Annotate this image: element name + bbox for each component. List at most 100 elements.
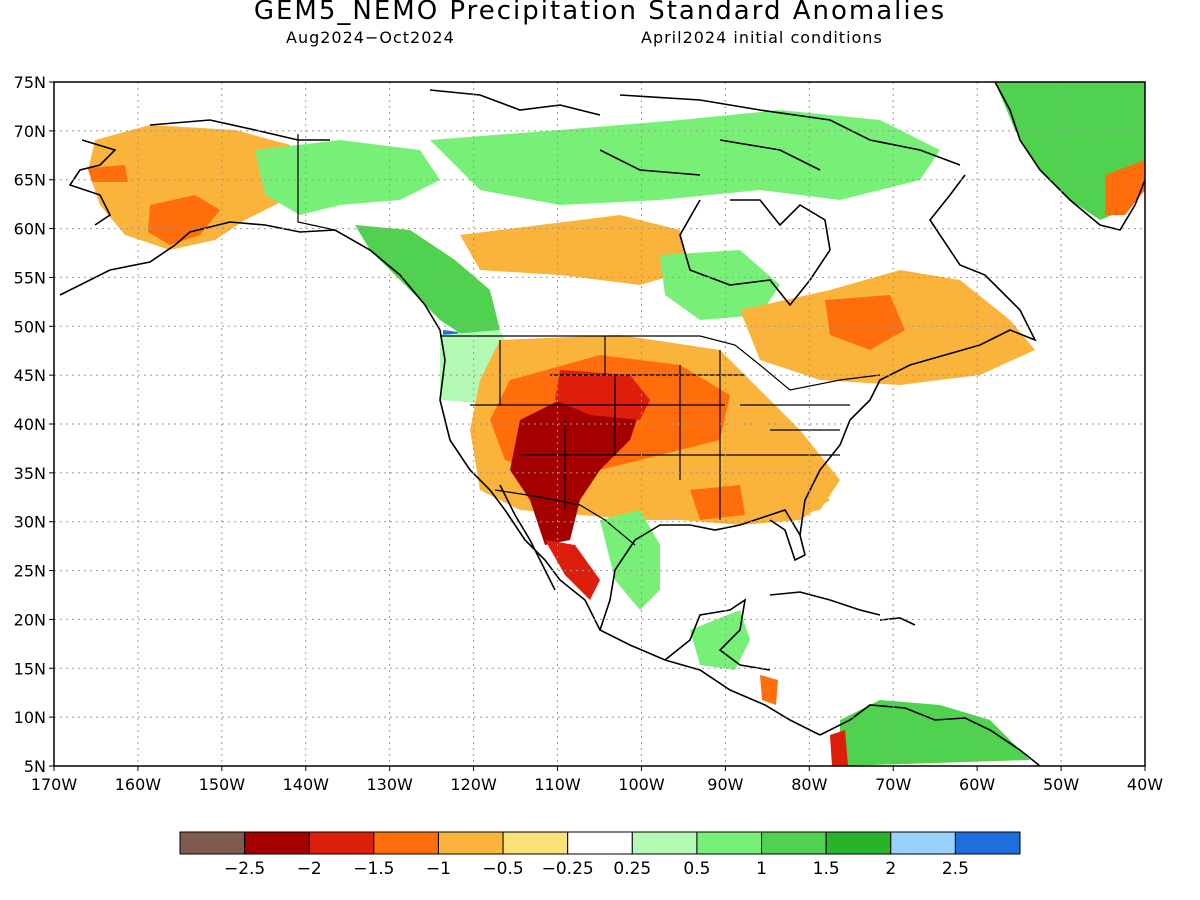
legend-label: −1.5 <box>353 859 394 879</box>
legend-label: −2 <box>297 859 322 879</box>
legend-swatch <box>244 831 310 855</box>
coastlines <box>59 82 1145 766</box>
legend-label: 0.5 <box>683 859 710 879</box>
legend-label: −0.5 <box>482 859 523 879</box>
anomaly-shading <box>88 82 1145 766</box>
coastline-hudson-bay <box>679 199 831 307</box>
legend-swatch <box>567 831 633 855</box>
anomaly-region-quebec-core <box>825 295 905 350</box>
coastline-alaska <box>59 221 426 306</box>
latitude-tick-label: 20N <box>14 610 46 629</box>
anomaly-region-southwest-us <box>510 390 640 545</box>
latitude-tick-label: 5N <box>24 757 46 776</box>
lat-lon-grid <box>54 82 1145 766</box>
legend-swatch <box>308 831 375 855</box>
anomaly-region-alaska <box>88 125 290 250</box>
longitude-labels: 170W 160W 150W 140W 130W 120W 110W 100W 90W 80W 70… <box>31 775 1163 794</box>
longitude-tick-label: 70W <box>875 775 911 794</box>
longitude-tick-label: 170W <box>31 775 78 794</box>
coastline-gulf-of-mexico <box>599 509 806 631</box>
latitude-tick-label: 15N <box>14 659 46 678</box>
longitude-tick-label: 130W <box>367 775 414 794</box>
longitude-tick-label: 90W <box>707 775 743 794</box>
latitude-tick-label: 25N <box>14 562 46 581</box>
anomaly-region-canada-north <box>430 110 940 205</box>
legend-swatch <box>696 831 763 855</box>
longitude-tick-label: 110W <box>534 775 581 794</box>
coastline-cuba <box>769 591 881 616</box>
latitude-tick-label: 45N <box>14 366 46 385</box>
latitude-tick-label: 75N <box>14 73 46 92</box>
legend-label: 2.5 <box>942 859 969 879</box>
axis-ticks <box>49 81 1146 771</box>
legend-label: −0.25 <box>542 859 594 879</box>
forecast-period: Aug2024−Oct2024 <box>286 28 455 47</box>
longitude-tick-label: 40W <box>1127 775 1163 794</box>
map-title: GEM5_NEMO Precipitation Standard Anomali… <box>253 0 947 26</box>
latitude-tick-label: 50N <box>14 317 46 336</box>
coastline-south-america <box>819 704 1041 766</box>
anomaly-region-northern-south-america <box>840 700 1030 766</box>
anomaly-region-canadian-shield <box>460 215 690 285</box>
coastline-hispaniola <box>879 617 916 626</box>
latitude-tick-label: 60N <box>14 220 46 239</box>
initial-conditions: April2024 initial conditions <box>641 28 883 47</box>
latitude-tick-label: 35N <box>14 464 46 483</box>
legend-swatch <box>890 831 956 855</box>
legend-swatch <box>179 831 246 855</box>
border-us-mexico <box>494 489 636 546</box>
latitude-tick-label: 30N <box>14 513 46 532</box>
coastline-pacific <box>424 304 821 736</box>
legend-swatch <box>631 831 698 855</box>
longitude-tick-label: 50W <box>1043 775 1079 794</box>
legend-label: 1 <box>756 859 767 879</box>
longitude-tick-label: 120W <box>450 775 497 794</box>
legend-label: 1.5 <box>813 859 840 879</box>
anomaly-region-mexico-sierra-madre <box>600 510 660 610</box>
anomaly-region-gulf-coast <box>690 485 745 520</box>
coastline-baja <box>499 484 556 591</box>
latitude-tick-label: 65N <box>14 171 46 190</box>
longitude-tick-label: 60W <box>959 775 995 794</box>
legend-swatch <box>761 831 827 855</box>
longitude-tick-label: 160W <box>115 775 162 794</box>
legend-label: 2 <box>885 859 896 879</box>
coastline-alaska-north <box>68 119 330 226</box>
border-us-canada <box>440 335 881 391</box>
coastline-atlantic <box>799 174 1037 536</box>
longitude-tick-label: 140W <box>283 775 330 794</box>
borders <box>297 134 881 546</box>
legend-swatch <box>825 831 892 855</box>
color-legend: −2.5 −2 −1.5 −1 −0.5 −0.25 0.25 0.5 1 1.5 2 2.5 <box>179 831 1021 879</box>
anomaly-region-costa-rica <box>760 675 778 705</box>
latitude-labels: 75N 70N 65N 60N 55N 50N 45N 40N 35N 30N 25N 20N 15N 1… <box>14 73 46 776</box>
longitude-tick-label: 80W <box>791 775 827 794</box>
legend-swatch <box>437 831 504 855</box>
anomaly-region-central-america <box>690 610 750 670</box>
anomaly-region-pacific-northwest <box>355 225 500 340</box>
coastline-arctic-islands <box>429 89 961 176</box>
latitude-tick-label: 70N <box>14 122 46 141</box>
latitude-tick-label: 40N <box>14 415 46 434</box>
longitude-tick-label: 100W <box>618 775 665 794</box>
anomaly-region-alaska-core <box>148 195 220 245</box>
border-alaska-canada <box>297 134 336 231</box>
state-lines <box>470 336 850 520</box>
coastline-greenland <box>994 82 1145 231</box>
legend-swatch <box>954 831 1021 855</box>
anomaly-region-greenland-southeast <box>1105 160 1145 215</box>
legend-label: −1 <box>426 859 451 879</box>
anomaly-region-central-plains <box>555 370 650 420</box>
legend-label: 0.25 <box>613 859 651 879</box>
latitude-tick-label: 55N <box>14 268 46 287</box>
anomaly-region-mexico-northwest <box>545 540 600 600</box>
legend-label: −2.5 <box>224 859 265 879</box>
anomaly-region-bering <box>88 165 128 182</box>
legend-swatch <box>373 831 439 855</box>
legend-swatch <box>502 831 569 855</box>
longitude-tick-label: 150W <box>199 775 246 794</box>
coastline-yucatan <box>664 598 771 671</box>
anomaly-region-colombia-coast <box>830 730 848 766</box>
anomaly-region-yukon <box>255 140 440 215</box>
